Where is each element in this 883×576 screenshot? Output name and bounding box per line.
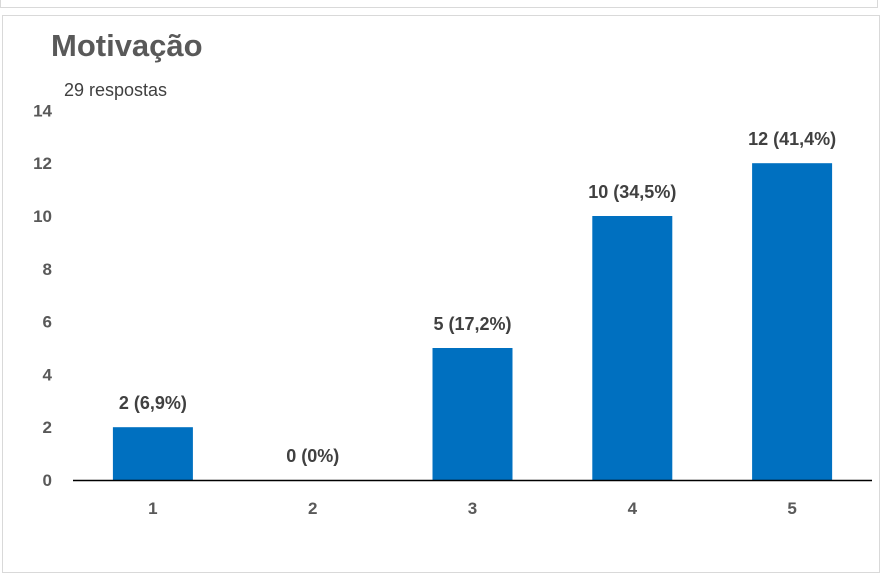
y-tick-label: 2 [43,418,52,437]
y-tick-label: 6 [43,313,52,332]
response-count: 29 respostas [64,80,168,100]
y-tick-label: 14 [33,101,52,120]
y-axis: 0 2 4 6 8 10 12 14 [33,101,52,490]
x-axis: 1 2 3 4 5 [148,499,797,518]
x-tick-label: 4 [628,499,638,518]
chart-title: Motivação [51,28,203,63]
y-tick-label: 8 [43,260,52,279]
x-tick-label: 2 [308,499,317,518]
data-label: 12 (41,4%) [748,129,836,149]
bar [112,427,193,480]
data-label: 0 (0%) [286,446,339,466]
y-tick-label: 12 [33,154,52,173]
bar [432,348,513,480]
data-label: 10 (34,5%) [588,182,676,202]
x-tick-label: 5 [787,499,796,518]
previous-panel-edge [0,0,878,8]
bars [112,163,833,480]
y-tick-label: 10 [33,207,52,226]
x-tick-label: 3 [468,499,477,518]
bar [592,216,673,480]
x-tick-label: 1 [148,499,157,518]
bar [752,163,833,480]
data-labels: 2 (6,9%) 0 (0%) 5 (17,2%) 10 (34,5%) 12 (41,… [119,129,836,466]
y-tick-label: 4 [43,365,53,384]
y-tick-label: 0 [43,471,52,490]
data-label: 5 (17,2%) [433,314,511,334]
data-label: 2 (6,9%) [119,393,187,413]
